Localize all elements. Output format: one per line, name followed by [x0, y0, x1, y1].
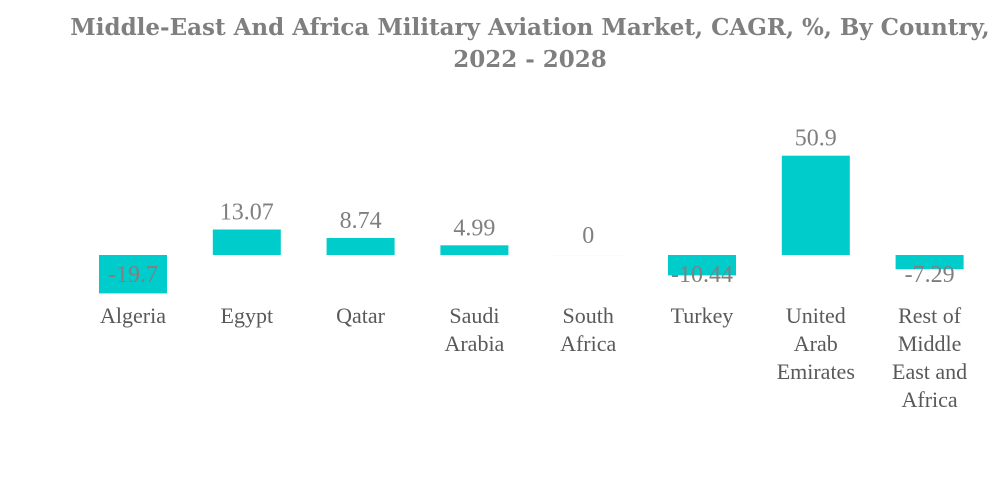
- bar: [99, 255, 167, 294]
- bar: [554, 255, 623, 256]
- category-label-line: United: [786, 303, 846, 328]
- data-label: -19.7: [108, 262, 158, 288]
- data-label: 50.9: [795, 126, 837, 152]
- data-label: 4.99: [453, 215, 495, 241]
- bar: [212, 229, 281, 255]
- category-label-line: East and: [892, 359, 967, 384]
- bars-group: [99, 155, 964, 294]
- category-label-line: Arabia: [444, 331, 504, 356]
- category-label-line: Rest of: [898, 303, 962, 328]
- category-label: Rest of Middle East and Africa: [892, 303, 967, 412]
- category-label: Egypt: [221, 303, 274, 328]
- bar: [668, 255, 736, 276]
- bar: [440, 245, 509, 255]
- category-label-line: Africa: [560, 331, 616, 356]
- category-label: Saudi Arabia: [444, 303, 504, 356]
- category-label-line: Arab: [794, 331, 838, 356]
- bar: [781, 155, 850, 255]
- data-label: 0: [582, 223, 594, 249]
- category-label-line: Algeria: [100, 303, 166, 328]
- chart-title: Middle-East And Africa Military Aviation…: [70, 14, 990, 73]
- category-label-line: South: [563, 303, 614, 328]
- category-label: South Africa: [560, 303, 616, 356]
- category-label-line: Africa: [902, 387, 958, 412]
- category-label-line: Turkey: [671, 303, 734, 328]
- category-label-line: Egypt: [221, 303, 274, 328]
- category-labels-group: Algeria Egypt Qatar Saudi Arabia South Africa T…: [100, 303, 967, 412]
- value-labels-group: -19.7 13.07 8.74 4.99 0 -10.44 50.9 -7.29: [108, 126, 955, 288]
- category-label: Algeria: [100, 303, 166, 328]
- category-label-line: Qatar: [336, 303, 386, 328]
- bar: [895, 255, 964, 270]
- category-label-line: Saudi: [449, 303, 499, 328]
- data-label: -10.44: [671, 262, 733, 288]
- category-label: Turkey: [671, 303, 734, 328]
- category-label: United Arab Emirates: [777, 303, 855, 384]
- data-label: -7.29: [905, 262, 955, 288]
- data-label: 13.07: [220, 200, 274, 226]
- category-label: Qatar: [336, 303, 386, 328]
- category-label-line: Middle: [898, 331, 962, 356]
- bar: [326, 238, 395, 255]
- category-label-line: Emirates: [777, 359, 855, 384]
- data-label: 8.74: [340, 208, 382, 234]
